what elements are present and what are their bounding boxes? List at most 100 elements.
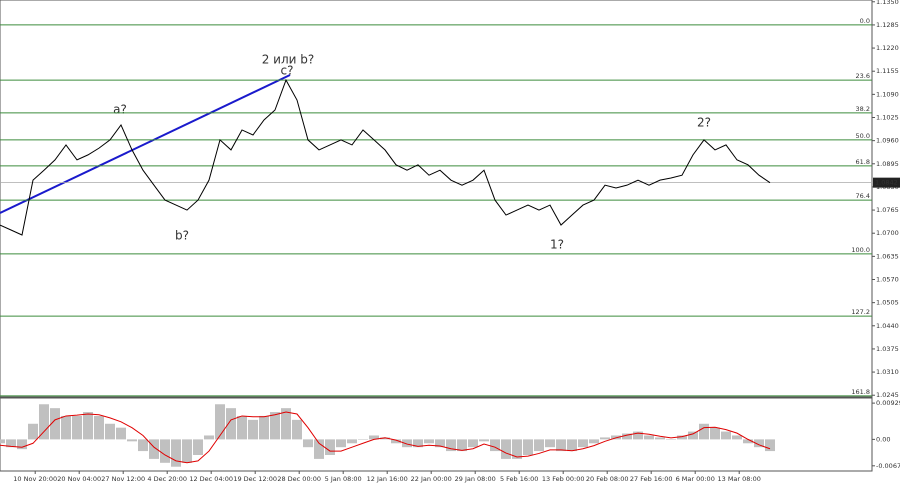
macd-bar (545, 439, 555, 448)
macd-bar (644, 435, 654, 440)
y-tick-label: 1.1350 (876, 0, 899, 6)
y-tick-label: 0.00929 (876, 399, 900, 407)
macd-bar (556, 439, 566, 452)
macd-bar (292, 419, 302, 440)
fib-level-label: 161.8 (851, 388, 870, 396)
price-line (0, 78, 771, 236)
macd-bar (28, 423, 38, 440)
macd-bar (149, 439, 159, 459)
macd-bar (138, 439, 148, 452)
x-tick-label: 19 Dec 12:00 (233, 475, 277, 483)
y-tick-label: 1.0440 (876, 322, 899, 330)
macd-bar (688, 431, 698, 440)
macd-bar (446, 439, 456, 452)
macd-bar (633, 431, 643, 440)
fib-level-label: 100.0 (851, 246, 870, 254)
macd-bar (424, 439, 434, 444)
macd-bar (0, 439, 5, 444)
fib-level-label: 61.8 (856, 158, 870, 166)
y-tick-label: 1.0310 (876, 368, 899, 376)
macd-bar (17, 439, 27, 450)
x-tick-label: 12 Dec 04:00 (189, 475, 233, 483)
macd-bar (402, 439, 412, 448)
macd-bar (182, 439, 192, 463)
macd-bar (105, 423, 115, 440)
x-tick-label: 27 Nov 12:00 (101, 475, 145, 483)
macd-bar (435, 439, 445, 448)
y-tick-label: 1.1285 (876, 21, 899, 29)
x-tick-label: 10 Nov 20:00 (13, 475, 57, 483)
y-tick-label: 1.1090 (876, 90, 899, 98)
trend-line (0, 74, 291, 214)
x-tick-label: 13 Mar 08:00 (717, 475, 760, 483)
macd-bar (127, 439, 137, 442)
macd-bar (204, 435, 214, 440)
macd-bar (94, 415, 104, 440)
y-tick-label: 1.0570 (876, 276, 899, 284)
fib-level-label: 127.2 (851, 308, 870, 316)
x-tick-label: 28 Dec 00:00 (277, 475, 321, 483)
x-tick-label: 13 Feb 00:00 (542, 475, 585, 483)
macd-bar (83, 412, 93, 440)
y-tick-label: 1.0375 (876, 345, 899, 353)
x-tick-label: 27 Feb 16:00 (630, 475, 673, 483)
macd-bar (534, 439, 544, 452)
macd-bar (380, 437, 390, 440)
wave-label: a? (113, 103, 127, 117)
y-tick-label: 1.0960 (876, 137, 899, 145)
signal-line (0, 411, 771, 464)
macd-bar (237, 415, 247, 440)
macd-bar (347, 439, 357, 444)
macd-pane (0, 397, 873, 472)
macd-bar (72, 415, 82, 440)
macd-bar (710, 427, 720, 440)
macd-bar (479, 439, 489, 442)
macd-bar (523, 439, 533, 455)
wave-label: 2 или b? (262, 53, 315, 67)
macd-bar (160, 439, 170, 463)
y-tick-label: 1.0700 (876, 229, 899, 237)
macd-bar (171, 439, 181, 467)
macd-bar (6, 439, 16, 448)
x-tick-label: 29 Jan 08:00 (455, 475, 496, 483)
macd-bar (468, 439, 478, 448)
fib-level-label: 0.0 (860, 17, 870, 25)
macd-bar (666, 439, 676, 440)
y-tick-label: 1.0505 (876, 299, 899, 307)
fib-level-label: 23.6 (856, 72, 870, 80)
x-tick-label: 5 Feb 16:00 (500, 475, 539, 483)
macd-bar (50, 408, 60, 440)
wave-label: c? (281, 64, 294, 78)
macd-bar (226, 408, 236, 440)
last-price-tag (873, 177, 900, 188)
x-tick-label: 20 Feb 08:00 (586, 475, 629, 483)
macd-bar (754, 439, 764, 448)
macd-bar (303, 439, 313, 448)
macd-bar (732, 435, 742, 440)
y-tick-label: 1.1155 (876, 67, 899, 75)
macd-bar (314, 439, 324, 459)
macd-bar (270, 412, 280, 440)
y-tick-label: 1.1220 (876, 44, 899, 52)
macd-bar (248, 419, 258, 440)
macd-bar (215, 404, 225, 440)
macd-bar (457, 439, 467, 452)
macd-bar (61, 415, 71, 440)
macd-bar (743, 439, 753, 444)
macd-bar (589, 439, 599, 444)
macd-bar (677, 435, 687, 440)
x-tick-label: 6 Mar 00:00 (676, 475, 715, 483)
macd-bar (578, 439, 588, 448)
wave-label: 1? (550, 238, 564, 252)
fib-level-label: 76.4 (856, 192, 870, 200)
macd-bar (699, 423, 709, 440)
wave-label: 2? (697, 116, 711, 130)
x-tick-label: 12 Jan 16:00 (367, 475, 408, 483)
macd-bar (358, 439, 368, 440)
macd-bar (512, 439, 522, 459)
x-tick-label: 20 Nov 04:00 (57, 475, 101, 483)
x-tick-label: 22 Jan 00:00 (411, 475, 452, 483)
macd-bar (413, 439, 423, 448)
